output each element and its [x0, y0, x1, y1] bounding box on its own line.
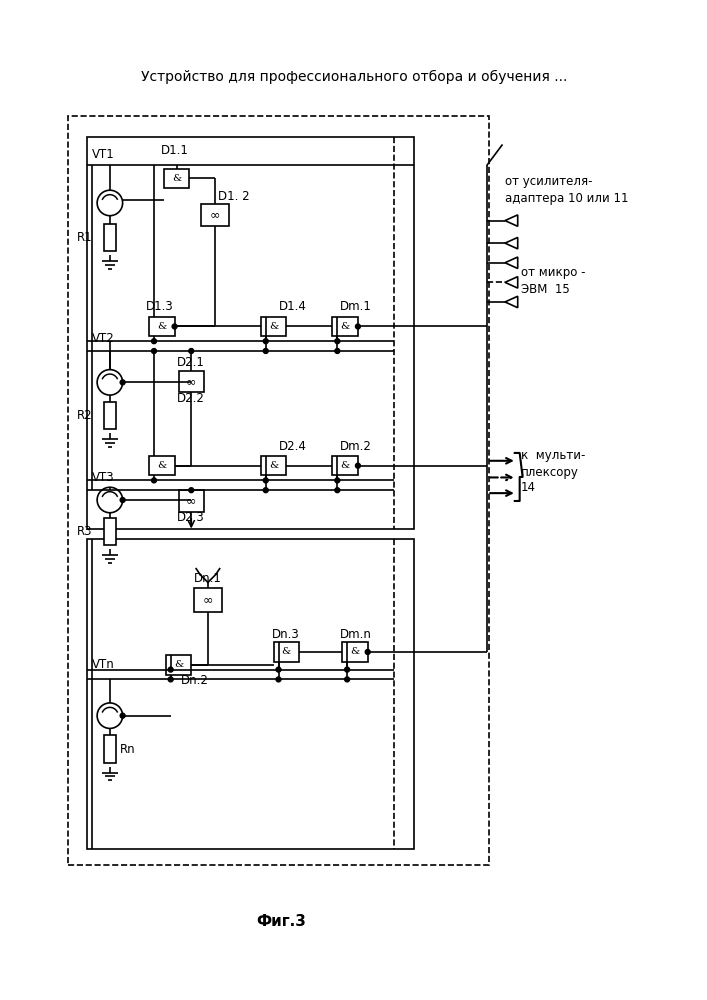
Circle shape [335, 478, 340, 483]
Bar [68, 116, 489, 865]
Bar [201, 204, 228, 226]
Text: Dn.1: Dn.1 [194, 572, 222, 585]
Text: плексору: плексору [520, 466, 578, 479]
Bar [149, 456, 175, 475]
Circle shape [335, 349, 340, 353]
Text: Устройство для профессионального отбора и обучения ...: Устройство для профессионального отбора … [141, 69, 567, 84]
Circle shape [356, 324, 361, 329]
Circle shape [335, 488, 340, 493]
Bar [164, 169, 189, 188]
Text: VT3: VT3 [92, 471, 115, 484]
Text: &: & [269, 461, 279, 470]
Circle shape [168, 667, 173, 672]
Text: Dm.n: Dm.n [340, 628, 372, 641]
Circle shape [345, 677, 349, 682]
Bar [332, 317, 358, 336]
Text: &: & [341, 322, 350, 331]
Text: &: & [351, 647, 360, 656]
Text: VTn: VTn [92, 658, 115, 671]
Circle shape [151, 478, 156, 483]
Text: 14: 14 [520, 481, 536, 494]
Text: Dm.2: Dm.2 [340, 440, 372, 453]
Circle shape [168, 677, 173, 682]
Circle shape [120, 713, 125, 718]
Circle shape [151, 349, 156, 353]
Circle shape [263, 478, 268, 483]
Text: &: & [269, 322, 279, 331]
Text: ∞: ∞ [186, 494, 197, 507]
Bar [104, 735, 116, 763]
Bar [104, 518, 116, 545]
Bar [261, 317, 286, 336]
Bar [165, 655, 192, 675]
Text: от микро -: от микро - [520, 266, 585, 279]
Text: &: & [157, 322, 166, 331]
Bar [332, 456, 358, 475]
Circle shape [276, 677, 281, 682]
Circle shape [356, 463, 361, 468]
Text: D2.3: D2.3 [177, 511, 204, 524]
Text: R2: R2 [76, 409, 92, 422]
Text: ∞: ∞ [186, 375, 197, 388]
Text: &: & [172, 174, 181, 183]
Circle shape [263, 488, 268, 493]
Bar [261, 456, 286, 475]
Bar [88, 539, 414, 849]
Text: ∞: ∞ [203, 593, 213, 606]
Circle shape [263, 339, 268, 344]
Circle shape [345, 667, 349, 672]
Text: D1.1: D1.1 [161, 144, 189, 157]
Circle shape [189, 349, 194, 353]
Text: Dn.3: Dn.3 [271, 628, 299, 641]
Text: ∞: ∞ [209, 208, 220, 221]
Text: R1: R1 [76, 231, 92, 244]
Circle shape [189, 488, 194, 493]
Circle shape [120, 498, 125, 502]
Bar [104, 224, 116, 251]
Text: к  мульти-: к мульти- [520, 449, 585, 462]
Text: ЭВМ  15: ЭВМ 15 [520, 283, 569, 296]
Text: Фиг.3: Фиг.3 [257, 914, 306, 929]
Bar [342, 642, 368, 662]
Circle shape [276, 667, 281, 672]
Text: VT2: VT2 [92, 332, 115, 345]
Circle shape [172, 324, 177, 329]
Circle shape [263, 349, 268, 353]
Text: &: & [341, 461, 350, 470]
Text: D2.4: D2.4 [279, 440, 306, 453]
Text: Rn: Rn [119, 743, 135, 756]
Text: от усилителя-: от усилителя- [505, 175, 592, 188]
Bar [274, 642, 299, 662]
Bar [149, 317, 175, 336]
Text: Dm.1: Dm.1 [340, 300, 372, 313]
Bar [88, 137, 414, 529]
Text: &: & [174, 660, 183, 669]
Circle shape [120, 380, 125, 385]
Text: D1.3: D1.3 [146, 300, 174, 313]
Bar [104, 402, 116, 429]
Text: D2.1: D2.1 [177, 356, 204, 369]
Text: &: & [157, 461, 166, 470]
Bar [178, 490, 204, 512]
Text: &: & [281, 647, 291, 656]
Circle shape [366, 650, 370, 654]
Text: VT1: VT1 [92, 148, 115, 161]
Circle shape [335, 339, 340, 344]
Text: D1. 2: D1. 2 [218, 190, 250, 203]
Text: адаптера 10 или 11: адаптера 10 или 11 [505, 192, 629, 205]
Text: R3: R3 [77, 525, 92, 538]
Bar [194, 588, 221, 612]
Text: Dn.2: Dn.2 [180, 674, 209, 687]
Circle shape [151, 339, 156, 344]
Text: D2.2: D2.2 [177, 392, 204, 405]
Bar [178, 371, 204, 392]
Text: D1.4: D1.4 [279, 300, 306, 313]
